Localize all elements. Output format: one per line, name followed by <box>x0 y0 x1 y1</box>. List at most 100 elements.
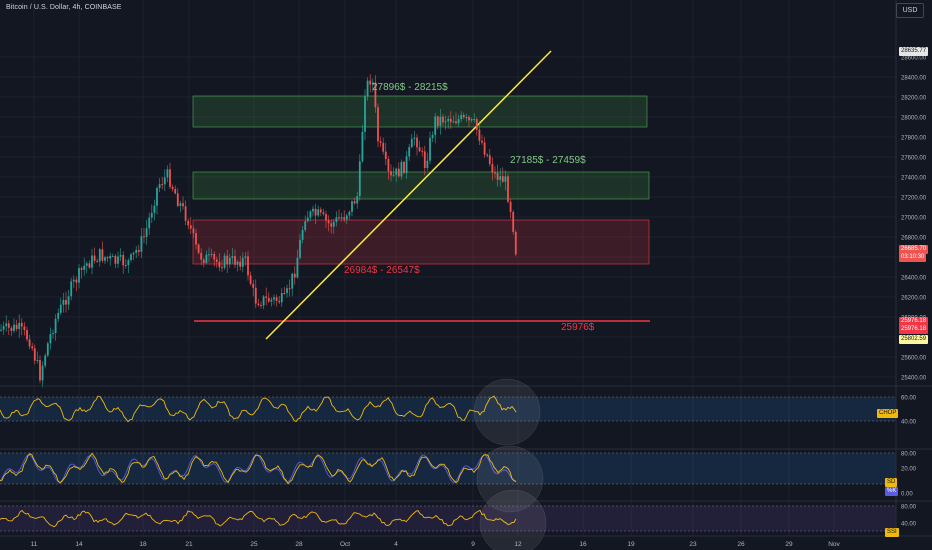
demand-zone-red[interactable] <box>192 219 650 265</box>
candle-body <box>356 196 359 204</box>
indicator-tick-label: 0.00 <box>901 492 913 498</box>
candle-body <box>299 239 301 258</box>
candle-body <box>403 161 405 173</box>
candle-body <box>163 177 166 185</box>
candle-body <box>436 116 439 126</box>
candle-body <box>200 252 203 260</box>
price-tick-label: 26400.00 <box>901 276 927 282</box>
candle-body <box>119 255 122 257</box>
candle-body <box>338 217 340 219</box>
candle-body <box>397 168 400 177</box>
candle-body <box>405 156 408 173</box>
candle-body <box>392 174 395 176</box>
zone-red-label: 26984$ - 26547$ <box>344 265 420 276</box>
candle-body <box>400 161 403 177</box>
candle-body <box>413 137 416 139</box>
candle-body <box>33 348 36 361</box>
price-tick-label: 28600.00 <box>901 56 927 62</box>
candle-body <box>423 151 426 169</box>
candle-body <box>88 263 91 268</box>
candle-body <box>114 255 117 264</box>
candle-body <box>252 283 255 288</box>
time-tick-label: 11 <box>31 541 38 548</box>
candle-body <box>93 255 96 261</box>
candle-body <box>187 220 190 226</box>
candle-body <box>319 209 322 213</box>
candle-body <box>166 169 169 178</box>
candle-body <box>205 254 208 263</box>
candle-body <box>491 163 494 173</box>
candle-body <box>306 217 309 222</box>
candle-body <box>488 155 491 164</box>
candle-body <box>137 249 140 252</box>
resistance-zone-top[interactable] <box>192 95 648 128</box>
candle-body <box>70 281 73 297</box>
candle-body <box>174 188 177 194</box>
candle-body <box>83 265 86 270</box>
candle-body <box>85 263 88 266</box>
candle-body <box>387 159 390 172</box>
candle-body <box>195 233 197 245</box>
candle-body <box>223 255 226 268</box>
chart-title: Bitcoin / U.S. Dollar, 4h, COINBASE <box>6 4 122 11</box>
candle-body <box>213 254 216 260</box>
candle-body <box>197 244 200 253</box>
candle-body <box>291 273 294 289</box>
candle-body <box>460 114 463 120</box>
candle-body <box>457 119 460 124</box>
candle-body <box>270 299 273 302</box>
price-tag-support-b: 25976.18 <box>899 325 929 334</box>
candle-body <box>317 209 320 216</box>
candle-body <box>75 279 78 283</box>
candle-body <box>208 254 210 256</box>
candle-body <box>117 256 119 264</box>
price-tag-low: 25802.59 <box>899 335 929 344</box>
candle-body <box>124 265 127 267</box>
indicator-tick-label: 80.00 <box>901 505 917 511</box>
pane-band <box>0 453 896 484</box>
candle-body <box>150 212 153 218</box>
highlight-circle <box>479 489 547 550</box>
candle-body <box>288 288 291 290</box>
candle-body <box>96 260 99 262</box>
candle-body <box>322 212 325 215</box>
time-tick-label: 4 <box>394 541 398 548</box>
indicator-tick-label: 40.00 <box>901 522 917 528</box>
candle-body <box>148 217 151 229</box>
zone-mid-label: 27185$ - 27459$ <box>510 155 586 166</box>
price-tick-label: 26800.00 <box>901 236 927 242</box>
candle-body <box>444 121 447 123</box>
candle-body <box>31 346 34 349</box>
k-tag: %K <box>885 487 899 496</box>
price-tick-label: 25600.00 <box>901 356 927 362</box>
candle-body <box>127 260 130 266</box>
time-tick-label: 12 <box>514 541 522 548</box>
price-tick-label: 27800.00 <box>901 136 927 142</box>
candle-body <box>36 360 39 362</box>
currency-button[interactable]: USD <box>896 3 924 18</box>
candle-body <box>236 261 239 265</box>
candle-body <box>52 333 54 335</box>
candle-body <box>80 268 83 270</box>
candle-body <box>390 171 392 176</box>
candle-body <box>358 161 361 197</box>
resistance-zone-mid[interactable] <box>192 171 650 200</box>
price-tick-label: 27200.00 <box>901 196 927 202</box>
candle-body <box>504 176 507 182</box>
candle-body <box>57 312 60 319</box>
candle-body <box>278 300 281 303</box>
candle-body <box>104 257 106 261</box>
candle-body <box>145 228 148 237</box>
candle-body <box>101 249 104 261</box>
candle-body <box>481 140 483 143</box>
candle-body <box>153 205 156 213</box>
candle-body <box>132 252 135 255</box>
candle-body <box>434 116 437 135</box>
candle-body <box>429 137 431 161</box>
highlight-circle <box>473 378 541 446</box>
trend-line[interactable] <box>265 50 552 340</box>
candle-body <box>468 117 470 121</box>
candle-body <box>257 303 260 306</box>
candle-body <box>514 231 517 255</box>
